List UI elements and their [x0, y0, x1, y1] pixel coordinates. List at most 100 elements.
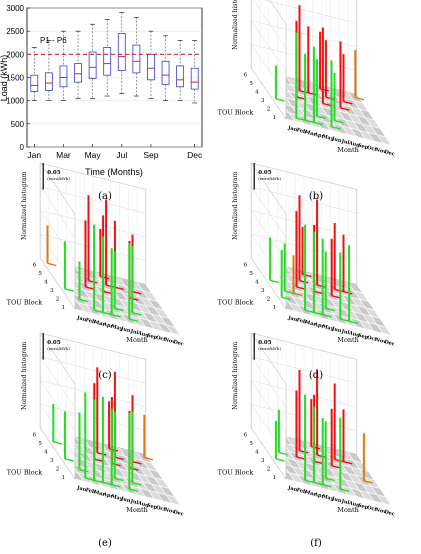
green-bar [63, 411, 74, 462]
month-tick-label: Dec [384, 149, 396, 157]
green-bar-base [313, 481, 323, 486]
histogram-panel-c: 0.05(euro/kWh)JanFebMarAprMayJunJulAugSe… [7, 162, 184, 348]
month-tick-label: Mar [304, 489, 317, 498]
month-tick-label: Apr [312, 491, 324, 500]
box-sep [147, 30, 155, 99]
red-bar [87, 195, 98, 284]
red-bar-base [85, 286, 95, 290]
month-tick-label: Jan [286, 315, 298, 323]
block-tick-label: 1 [273, 115, 277, 121]
block-tick-label: 5 [38, 271, 42, 277]
month-tick-label: Jun [330, 326, 342, 334]
iqr-box [44, 72, 53, 91]
month-tick-label: Apr [312, 321, 324, 330]
red-bar [96, 367, 107, 456]
box-jun [103, 19, 112, 97]
green-bar [277, 409, 288, 456]
green-bar [274, 420, 285, 462]
red-bar [339, 41, 350, 111]
green-bar [63, 241, 74, 292]
green-bar-base [325, 477, 335, 482]
orange-bar [46, 225, 57, 267]
red-bar-base [316, 284, 327, 288]
green-bar-base [275, 98, 285, 102]
threshold-label: P1 - P6 [40, 36, 67, 45]
iqr-box [132, 44, 141, 74]
scale-unit: (euro/kWh) [47, 176, 70, 181]
green-bar [113, 411, 124, 482]
red-bar-base [88, 279, 98, 284]
scale-unit: (euro/kWh) [47, 346, 70, 351]
y-axis-label: Load (kWh) [0, 55, 9, 102]
green-bar [324, 251, 335, 312]
red-bar-base [129, 297, 139, 301]
green-bar [93, 224, 104, 314]
x-tick-label: Jul [116, 150, 127, 160]
month-tick-label: Dec [173, 509, 185, 517]
histogram-panel-f: 0.05(euro/kWh)JanFebMarAprMayJunJulAugSe… [218, 332, 395, 518]
red-bar [316, 199, 327, 288]
month-tick-label: Oct [366, 505, 378, 513]
orange-bar [143, 414, 154, 461]
month-tick-label: Jun [119, 326, 131, 334]
green-bar-base [334, 119, 344, 124]
block-tick-label: 5 [249, 441, 253, 447]
histogram-panels: 0.05(euro/kWh)JanFebMarAprMayJunJulAugSe… [7, 0, 396, 518]
red-bar [307, 26, 318, 96]
green-bar [283, 243, 294, 294]
red-bar-base [114, 286, 124, 291]
month-tick-label: Jul [340, 328, 350, 336]
red-bar-base [100, 275, 110, 280]
red-bar-base [319, 88, 330, 92]
red-bar-base [94, 458, 104, 463]
box-may [88, 23, 97, 99]
orange-bar [292, 255, 303, 297]
green-bar-base [278, 451, 288, 456]
box-jul [117, 12, 126, 95]
month-tick-label: Nov [164, 507, 177, 516]
red-bar-base [343, 290, 353, 295]
green-bar [113, 251, 124, 312]
x-tick-label: Jan [27, 150, 41, 160]
block-tick-label: 6 [33, 432, 37, 438]
month-tick-label: Apr [101, 491, 113, 500]
red-bar [295, 390, 306, 460]
red-bar-base [108, 448, 119, 452]
block-tick-label: 3 [261, 458, 265, 464]
green-bar [333, 73, 344, 124]
green-bar-base [313, 311, 323, 316]
green-bar-base [111, 313, 121, 318]
month-tick-label: Mar [304, 319, 317, 328]
red-bar-base [316, 454, 327, 458]
green-bar-base [102, 481, 112, 486]
red-bar [319, 31, 330, 92]
y-tick-label: 500 [11, 120, 25, 129]
box-aug [132, 16, 141, 97]
green-bar [110, 248, 121, 318]
boxplot-panel-a: 0 500 1000 1500 2000 2500 3000 Jan Mar May Jul Sep… [0, 4, 203, 177]
red-bar-base [334, 458, 344, 463]
y-tick-label: 2500 [6, 27, 24, 36]
red-bar [333, 383, 344, 463]
red-bar [342, 409, 353, 465]
green-bar [295, 32, 306, 121]
block-tick-label: 4 [255, 279, 259, 285]
red-bar-base [97, 452, 107, 456]
green-bar [269, 237, 280, 284]
green-bar-base [325, 307, 335, 312]
green-bar-base [132, 482, 142, 486]
month-tick-label: Jan [75, 315, 87, 323]
red-bar-base [334, 288, 344, 293]
green-bar-base [269, 279, 280, 284]
month-tick-label: Jan [286, 485, 298, 493]
red-bar-base [129, 467, 139, 471]
red-bar [330, 408, 341, 469]
green-bar [348, 245, 359, 325]
orange-bar [354, 50, 365, 101]
red-bar [84, 220, 95, 290]
green-bar [128, 243, 139, 322]
z-axis-label: Normalized histogram [21, 171, 28, 239]
red-bar-base [299, 449, 309, 454]
block-tick-label: 1 [273, 475, 277, 481]
